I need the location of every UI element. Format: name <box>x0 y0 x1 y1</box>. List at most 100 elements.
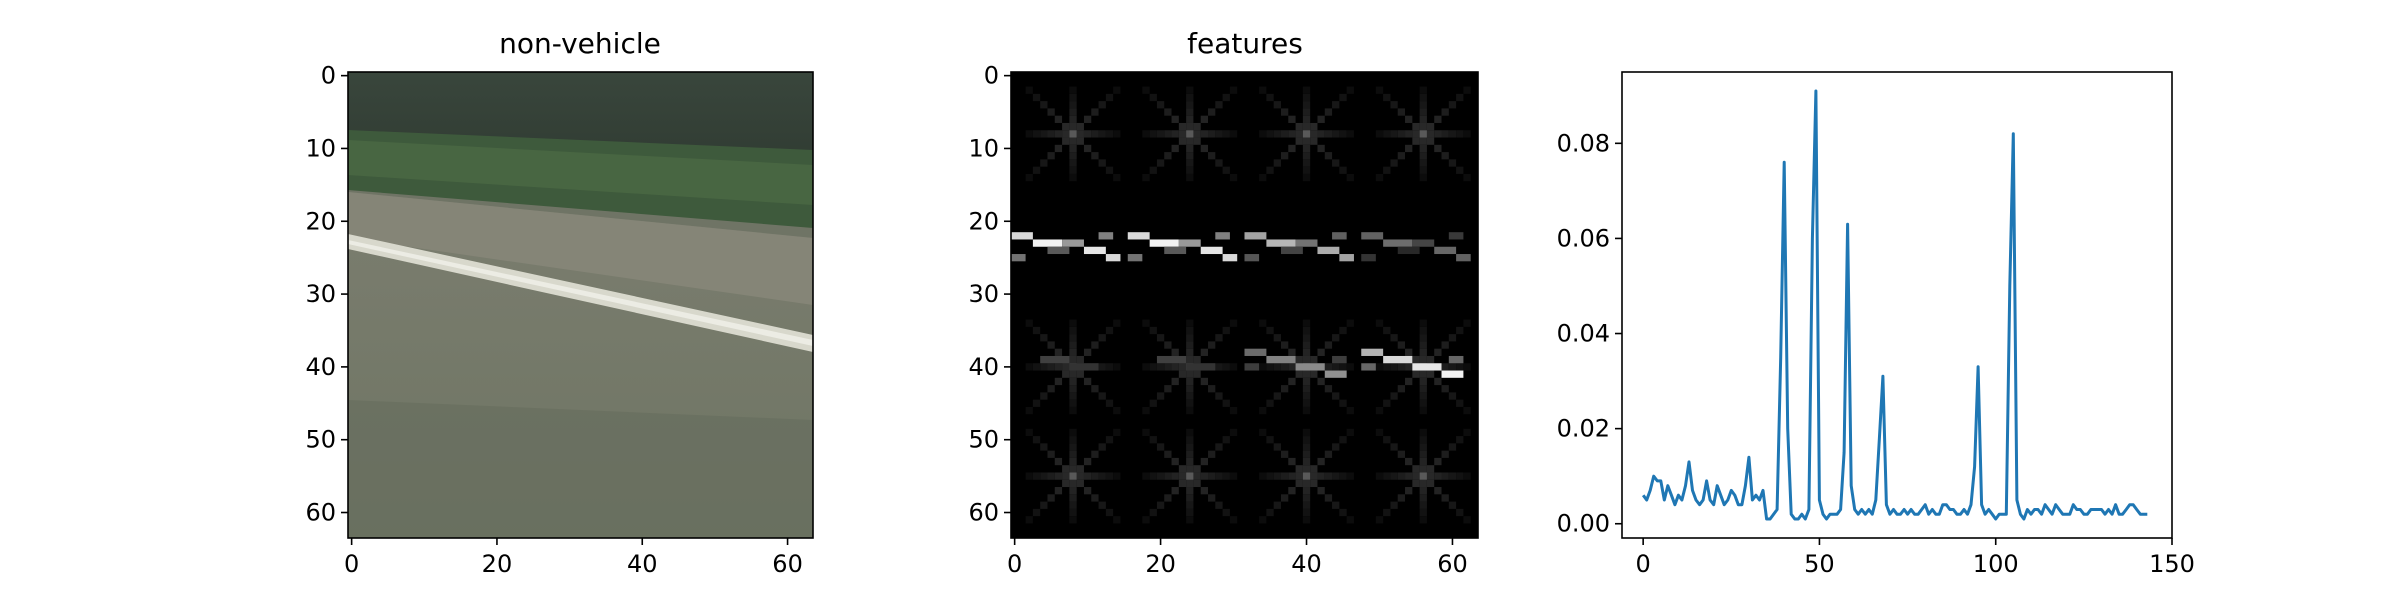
hog-pixel <box>1339 166 1347 174</box>
hog-pixel <box>1229 130 1238 138</box>
hog-pixel <box>1259 319 1267 327</box>
hog-pixel <box>1324 370 1347 378</box>
hog-pixel <box>1405 487 1413 495</box>
hog-pixel <box>1054 115 1063 123</box>
hog-pixel <box>1215 392 1223 400</box>
hog-pixel <box>1434 457 1442 466</box>
hog-pixel <box>1397 152 1406 160</box>
hog-pixel <box>1105 166 1114 174</box>
hog-pixel <box>1302 487 1311 495</box>
hog-pixel <box>1229 319 1238 327</box>
hog-pixel <box>1069 355 1077 364</box>
hog-pixel <box>1069 428 1077 437</box>
hog-pixel <box>1091 450 1099 458</box>
hog-pixel <box>1302 355 1311 364</box>
hog-pixel <box>1040 130 1048 138</box>
hog-pixel <box>1025 363 1033 371</box>
hog-pixel <box>1302 108 1311 116</box>
hog-pixel <box>1339 93 1347 102</box>
hog-pixel <box>1025 472 1033 480</box>
hog-pixel <box>1186 319 1194 327</box>
hog-pixel <box>1200 115 1209 123</box>
hog-pixel <box>1069 348 1077 356</box>
hog-pixel <box>1083 246 1106 255</box>
hog-pixel <box>1040 159 1048 167</box>
hog-pixel <box>1069 472 1077 480</box>
hog-pixel <box>1091 130 1099 138</box>
hog-pixel <box>1339 130 1347 138</box>
hog-pixel <box>1310 472 1318 480</box>
p2-ytick-label: 40 <box>968 353 999 381</box>
hog-pixel <box>1324 130 1333 138</box>
hog-pixel <box>1280 246 1303 255</box>
hog-pixel <box>1222 363 1230 371</box>
hog-pixel <box>1448 159 1457 167</box>
hog-pixel <box>1069 436 1077 444</box>
hog-pixel <box>1456 254 1471 262</box>
hog-pixel <box>1302 101 1311 109</box>
hog-pixel <box>1324 385 1333 393</box>
hog-pixel <box>1069 494 1077 502</box>
hog-pixel <box>1083 472 1092 480</box>
hog-pixel <box>1069 370 1077 378</box>
hog-pixel <box>1412 370 1420 378</box>
hog-pixel <box>1426 130 1435 138</box>
hog-pixel <box>1047 494 1055 502</box>
hog-pixel <box>1032 93 1041 102</box>
hog-pixel <box>1317 130 1325 138</box>
hog-pixel <box>1164 450 1172 458</box>
hog-pixel <box>1295 130 1303 138</box>
chart-ytick-label: 0.04 <box>1557 320 1610 348</box>
hog-pixel <box>1397 494 1406 502</box>
hog-pixel <box>1186 144 1194 153</box>
hog-pixel <box>1324 108 1333 116</box>
chart-yaxis: 0.00 0.02 0.04 0.06 0.08 <box>1557 129 1622 538</box>
p1-ytick-label: 10 <box>305 134 336 162</box>
panel-features: features 0 10 20 30 40 50 60 0 20 40 60 <box>968 27 1479 578</box>
chart-ytick-label: 0.00 <box>1557 510 1610 538</box>
hog-pixel <box>1448 130 1457 138</box>
hog-pixel <box>1317 246 1340 255</box>
hog-pixel <box>1054 472 1063 480</box>
hog-pixel <box>1273 363 1281 371</box>
p1-ytick-label: 30 <box>305 280 336 308</box>
hog-pixel <box>1069 122 1077 131</box>
hog-pixel <box>1142 319 1150 327</box>
p2-xtick-label: 0 <box>1007 550 1022 578</box>
hog-pixel <box>1186 101 1194 109</box>
hog-pixel <box>1142 363 1150 371</box>
hog-pixel <box>1273 101 1281 109</box>
hog-pixel <box>1302 428 1311 437</box>
hog-pixel <box>1186 479 1194 488</box>
hog-pixel <box>1069 159 1077 167</box>
hog-pixel <box>1273 334 1281 342</box>
hog-pixel <box>1332 355 1347 364</box>
hog-pixel <box>1069 501 1077 509</box>
hog-pixel <box>1302 385 1311 393</box>
hog-pixel <box>1083 144 1092 153</box>
hog-pixel <box>1419 130 1427 138</box>
hog-pixel <box>1186 166 1194 174</box>
hog-pixel <box>1280 450 1289 458</box>
hog-pixel <box>1025 406 1033 415</box>
hog-pixel <box>1448 472 1457 480</box>
hog-pixel <box>1375 516 1384 524</box>
hog-pixel <box>1441 472 1449 480</box>
hog-pixel <box>1419 472 1427 480</box>
hog-pixel <box>1113 86 1121 94</box>
hog-pixel <box>1441 370 1464 378</box>
hog-pixel <box>1069 86 1077 94</box>
hog-pixel <box>1040 334 1048 342</box>
hog-pixel <box>1448 501 1457 509</box>
panel1-xaxis: 0 20 40 60 <box>344 538 803 578</box>
hog-pixel <box>1186 93 1194 102</box>
hog-pixel <box>1259 363 1267 371</box>
hog-pixel <box>1215 130 1223 138</box>
hog-pixel <box>1295 239 1318 247</box>
hog-pixel <box>1302 115 1311 123</box>
hog-pixel <box>1419 399 1427 407</box>
hog-pixel <box>1025 173 1033 182</box>
hog-pixel <box>1302 122 1311 131</box>
hog-pixel <box>1302 93 1311 102</box>
hog-pixel <box>1091 385 1099 393</box>
